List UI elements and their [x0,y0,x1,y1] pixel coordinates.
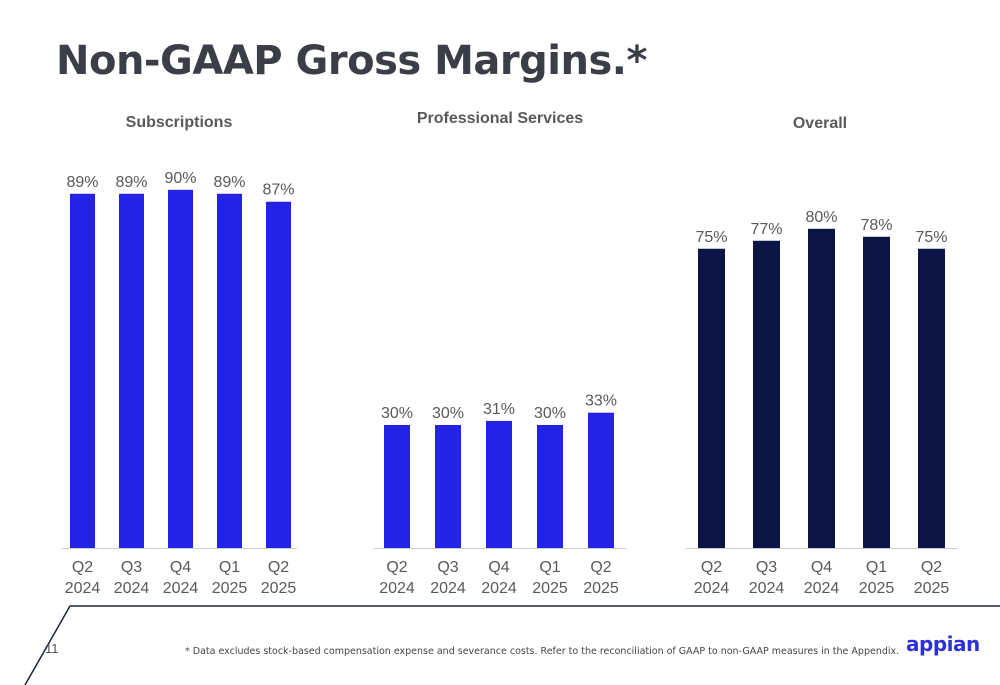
bar [266,201,291,549]
data-label: 30% [534,405,566,422]
bar [588,412,614,548]
bar [217,193,242,548]
chart-title: Overall [793,115,847,132]
chart-professional-services: Professional Services 30% Q2 2024 30% Q3 2024 3… [374,110,626,597]
tick-label: Q2 2024 [694,559,730,597]
tick-label: Q1 2025 [532,559,568,597]
data-label: 75% [915,229,947,246]
chart-overall: Overall 75% Q2 2024 77% Q3 2024 80% Q4 2024 78% Q1 2… [686,115,958,597]
data-label: 89% [66,174,98,191]
data-label: 30% [432,405,464,422]
page-title: Non-GAAP Gross Margins.* [56,38,647,84]
tick-label: Q2 2025 [261,559,297,597]
tick-label: Q1 2025 [212,559,248,597]
footer-divider-line [24,605,1000,685]
tick-label: Q3 2024 [749,559,785,597]
data-label: 87% [262,182,294,199]
tick-label: Q1 2025 [859,559,895,597]
tick-label: Q2 2025 [583,559,619,597]
bar [168,189,193,549]
tick-label: Q3 2024 [114,559,150,597]
tick-label: Q2 2025 [914,559,950,597]
chart-title: Professional Services [417,110,583,127]
data-label: 75% [695,229,727,246]
tick-label: Q2 2024 [379,559,415,597]
data-label: 80% [805,209,837,226]
page-number: 11 [45,641,59,656]
data-label: 89% [213,174,245,191]
tick-label: Q4 2024 [163,559,199,597]
chart-subscriptions: Subscriptions 89% Q2 2024 89% Q3 2024 90% Q4 2024… [62,114,297,597]
bar [698,248,725,548]
tick-label: Q3 2024 [430,559,466,597]
footnote: * Data excludes stock-based compensation… [185,646,900,657]
bar [863,236,890,548]
data-label: 78% [860,217,892,234]
data-label: 31% [483,401,515,418]
chart-title: Subscriptions [126,114,233,131]
tick-label: Q4 2024 [481,559,517,597]
data-label: 33% [585,393,617,410]
bar [384,425,410,548]
data-label: 77% [750,221,782,238]
data-label: 90% [164,170,196,187]
bar [119,193,144,548]
appian-logo: appian [906,632,980,656]
bar [70,193,95,548]
bar [753,240,780,548]
tick-label: Q4 2024 [804,559,840,597]
bar [808,228,835,549]
bar [537,425,563,548]
bar [435,425,461,548]
bar [486,420,512,548]
data-label: 30% [381,405,413,422]
data-label: 89% [115,174,147,191]
tick-label: Q2 2024 [65,559,101,597]
bar [918,248,945,548]
